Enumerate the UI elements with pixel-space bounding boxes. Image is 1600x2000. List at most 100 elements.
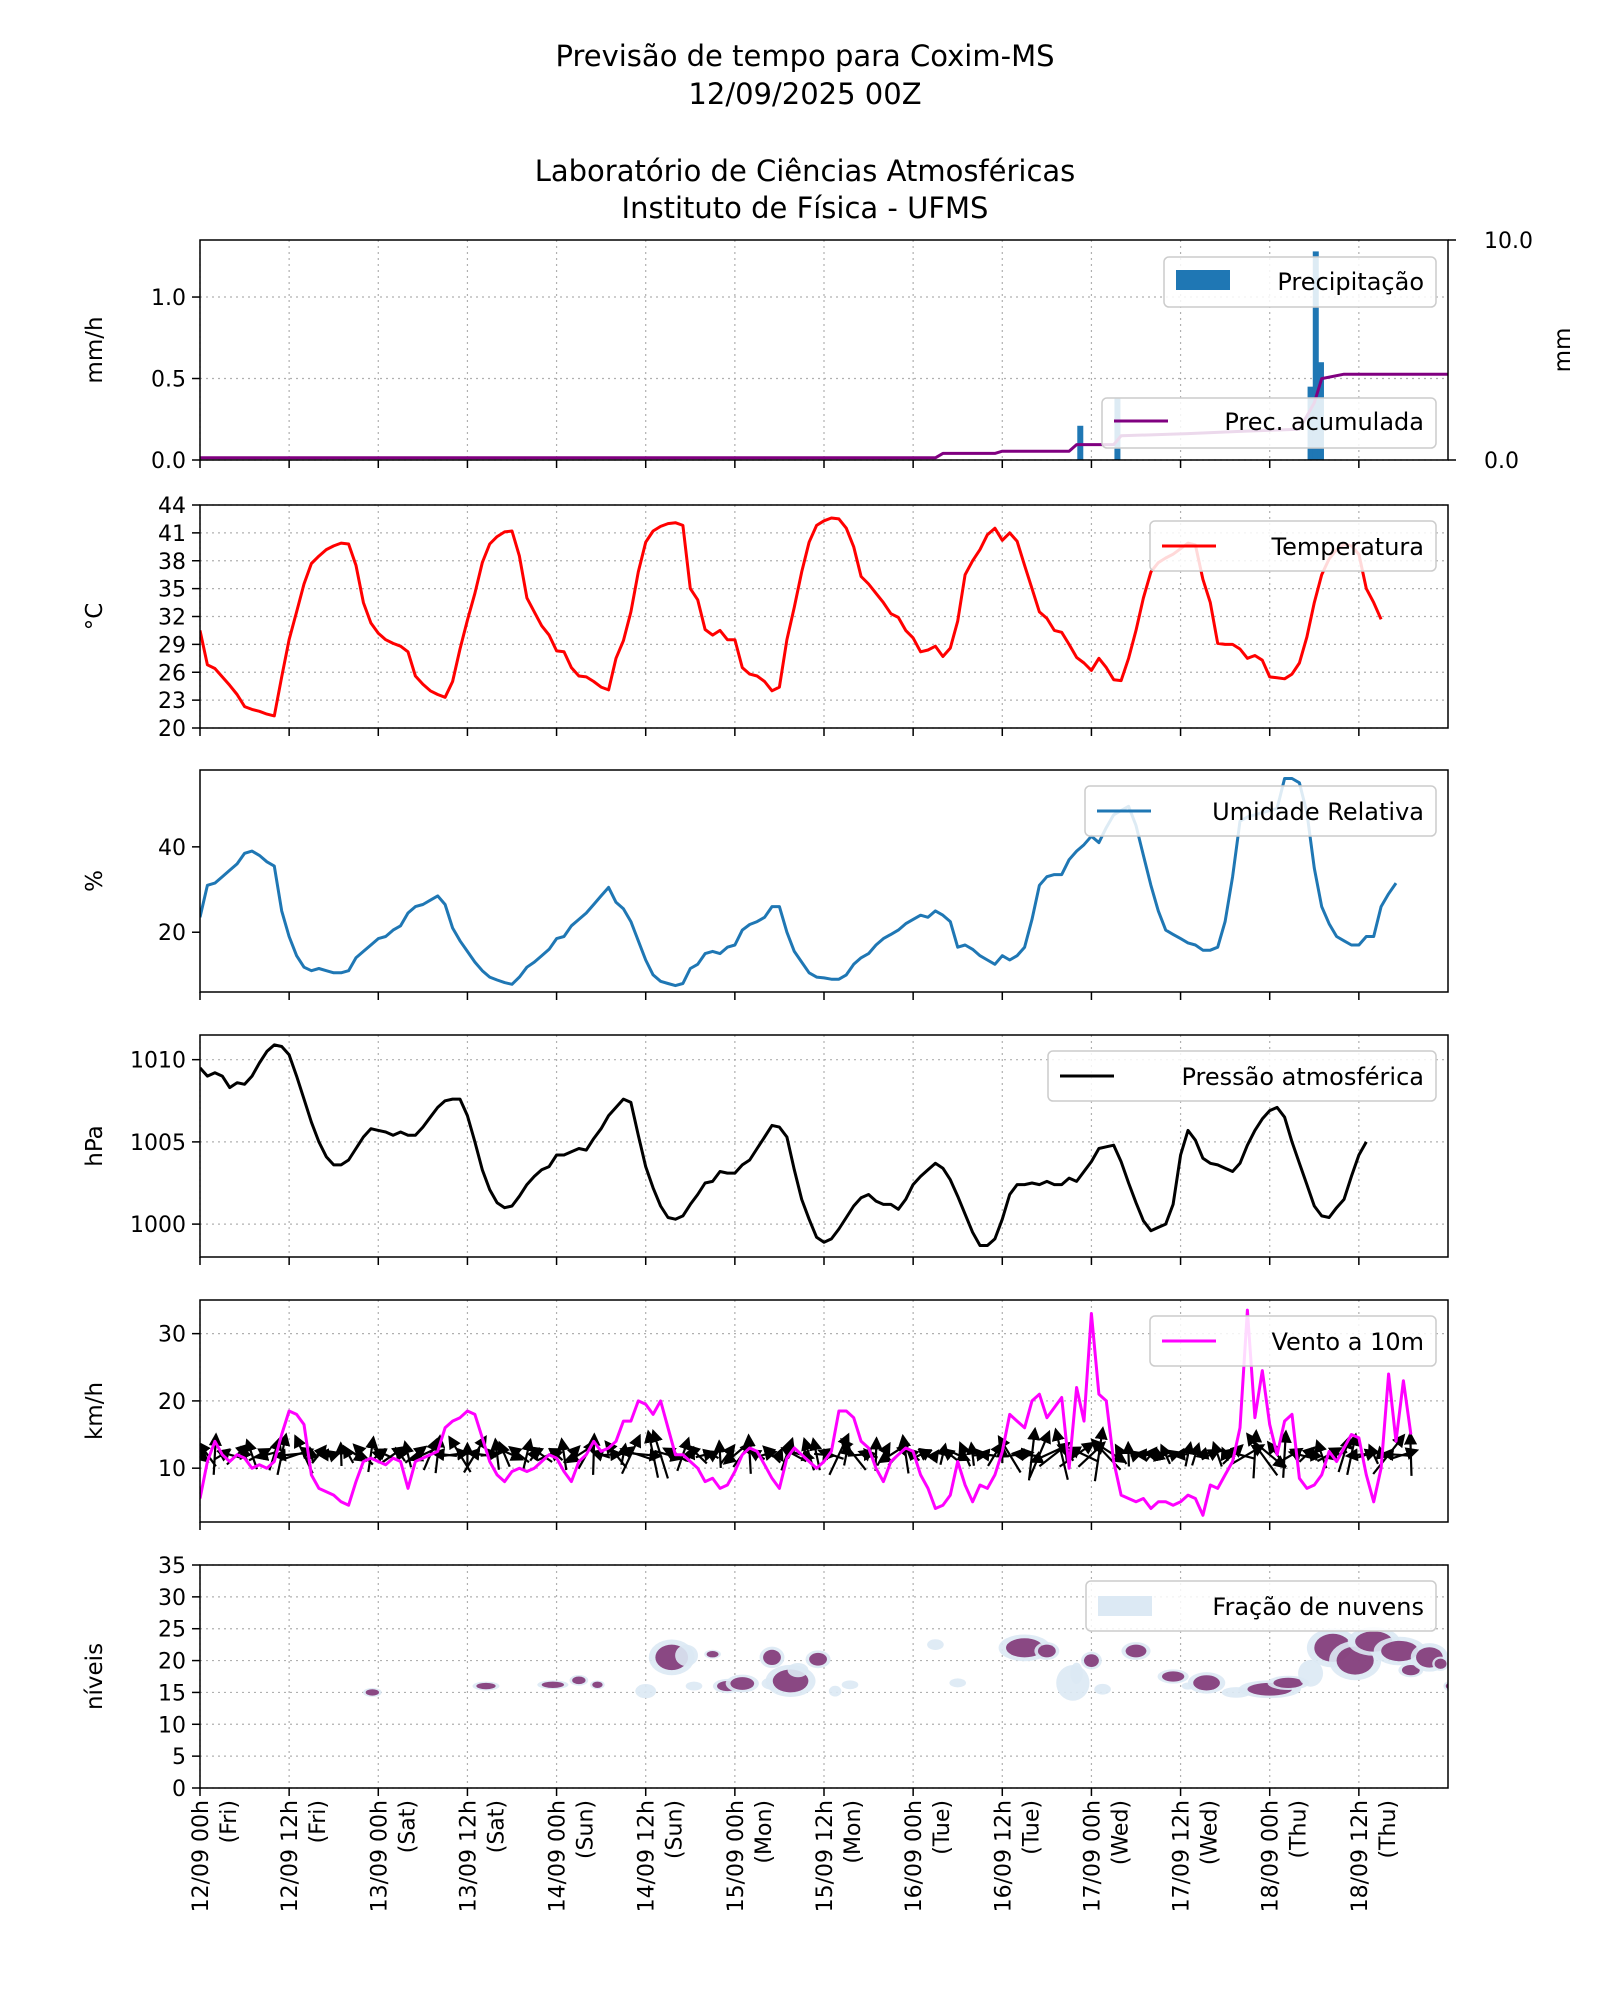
cloud-legend-swatch bbox=[1098, 1596, 1152, 1616]
axes-frame-4 bbox=[199, 1299, 1449, 1523]
xtick-label-date-9: 16/09 12h bbox=[991, 1800, 1016, 1912]
cloud-halo-43 bbox=[1458, 1647, 1489, 1668]
xtick-label-day-5: (Sun) bbox=[663, 1800, 688, 1859]
y2tick-label-1: 10.0 bbox=[1484, 229, 1533, 254]
xtick-label-day-4: (Sun) bbox=[574, 1800, 599, 1859]
cloud-legend-box bbox=[1085, 1580, 1437, 1632]
xtick-label-date-5: 14/09 12h bbox=[635, 1800, 660, 1912]
panel-2: 20 40% Umidade Relativa bbox=[82, 769, 1449, 1000]
cloud-core-41 bbox=[1434, 1658, 1447, 1669]
wind-arrow-60 bbox=[630, 1448, 663, 1462]
cloud-halo-24 bbox=[1070, 1662, 1083, 1685]
xtick-label-date-2: 13/09 00h bbox=[367, 1800, 392, 1912]
wind-arrow-7 bbox=[244, 1438, 259, 1470]
chart-org-line2: Instituto de Física - UFMS bbox=[622, 191, 989, 225]
ytick-label-1-6: 38 bbox=[158, 550, 186, 575]
chart-org-line1: Laboratório de Ciências Atmosféricas bbox=[535, 154, 1076, 188]
cloud-core-0 bbox=[365, 1689, 380, 1696]
ytick-label-3-1: 1005 bbox=[130, 1131, 186, 1156]
ylabel-0: mm/h bbox=[82, 316, 108, 383]
wind-arrow-28 bbox=[401, 1440, 414, 1468]
cloud-core-33 bbox=[1273, 1677, 1304, 1688]
ytick-label-0-0: 0.0 bbox=[151, 449, 186, 474]
wind-arrow-150 bbox=[1310, 1447, 1323, 1462]
wind-arrow-142 bbox=[1248, 1429, 1263, 1479]
xtick-label-day-9: (Tue) bbox=[1019, 1800, 1044, 1855]
pressure-plot-area bbox=[200, 1043, 1368, 1247]
wind-arrow-15 bbox=[305, 1445, 319, 1462]
ytick-label-3-2: 1010 bbox=[130, 1049, 186, 1074]
xtick-label-day-0: (Fri) bbox=[217, 1800, 242, 1843]
legend-accum-label: Prec. acumulada bbox=[1224, 408, 1424, 436]
cloud-core-22 bbox=[1037, 1644, 1056, 1658]
xtick-label-day-3: (Sat) bbox=[484, 1800, 509, 1853]
cloud-core-39 bbox=[1401, 1665, 1420, 1676]
ytick-label-5-3: 15 bbox=[158, 1681, 186, 1706]
wind-arrow-137 bbox=[1210, 1440, 1224, 1467]
humidity-legend-box bbox=[1084, 785, 1437, 837]
wind-arrow-19 bbox=[334, 1441, 348, 1467]
ytick-label-5-0: 0 bbox=[172, 1777, 186, 1802]
xtick-label-date-8: 16/09 00h bbox=[902, 1800, 927, 1912]
axes-frame-0 bbox=[199, 239, 1449, 461]
cloud-core-43 bbox=[1463, 1650, 1485, 1665]
xtick-label-day-12: (Thu) bbox=[1287, 1800, 1312, 1859]
wind-arrow-163 bbox=[1403, 1431, 1418, 1476]
axes-frame-5 bbox=[199, 1564, 1449, 1789]
ytick-label-1-3: 29 bbox=[158, 633, 186, 658]
ytick-label-3-0: 1000 bbox=[130, 1213, 186, 1238]
wind-arrow-39 bbox=[480, 1448, 501, 1462]
ytick-label-0-2: 1.0 bbox=[151, 286, 186, 311]
wind-arrow-27 bbox=[394, 1446, 408, 1462]
xtick-label-date-6: 15/09 00h bbox=[724, 1800, 749, 1912]
panel-0: 0.0 0.5 1.0 mm/h 0.0 10.0 mm Precipitação Prec. … bbox=[82, 229, 1576, 474]
xtick-label-date-4: 14/09 00h bbox=[546, 1800, 571, 1912]
xtick-label-day-11: (Wed) bbox=[1198, 1800, 1223, 1865]
ytick-label-2-1: 40 bbox=[158, 836, 186, 861]
ytick-label-0-1: 0.5 bbox=[151, 368, 186, 393]
cloud-legend-label: Fração de nuvens bbox=[1212, 1593, 1424, 1621]
xtick-label-date-7: 15/09 12h bbox=[813, 1800, 838, 1912]
cloud-halo-7 bbox=[675, 1644, 699, 1667]
y2label: mm bbox=[1550, 328, 1576, 373]
wind-arrow-127 bbox=[1133, 1448, 1152, 1462]
cloud-core-1 bbox=[476, 1682, 496, 1690]
cloud-core-38 bbox=[1381, 1640, 1419, 1662]
panel-5: 0 5 10 15 20 25 30 35 níveis Fração de nuvens bbox=[82, 1554, 1514, 1802]
legend-precip-swatch bbox=[1176, 270, 1230, 290]
cloud-halo-17 bbox=[828, 1685, 842, 1697]
cloud-halo-8 bbox=[685, 1681, 703, 1691]
legend-precip-box bbox=[1163, 256, 1437, 308]
panel-3: 1000 1005 1010 hPa Pressão atmosférica bbox=[82, 1034, 1449, 1265]
wind-arrow-62 bbox=[650, 1428, 669, 1479]
wind-arrow-57 bbox=[616, 1442, 630, 1466]
wind-arrow-121 bbox=[1093, 1426, 1108, 1482]
humidity-plot-area bbox=[200, 777, 1398, 988]
legend-accum-box bbox=[1101, 397, 1437, 449]
cloud-core-28 bbox=[1162, 1671, 1185, 1682]
wind-arrow-116 bbox=[1051, 1427, 1069, 1480]
cloud-core-13 bbox=[763, 1649, 781, 1666]
wind-arrow-85 bbox=[817, 1447, 844, 1461]
ytick-label-5-5: 25 bbox=[158, 1618, 186, 1643]
xtick-label-day-13: (Thu) bbox=[1376, 1800, 1401, 1859]
x-tick-labels: 12/09 00h (Fri) 12/09 12h (Fri) 13/09 00h (Sa… bbox=[189, 1800, 1401, 1912]
ytick-label-5-4: 20 bbox=[158, 1650, 186, 1675]
wind-arrow-125 bbox=[1121, 1440, 1136, 1467]
ytick-label-4-2: 30 bbox=[158, 1323, 186, 1348]
ylabel-2: % bbox=[82, 870, 108, 892]
ylabel-5: níveis bbox=[82, 1643, 108, 1710]
wind-arrow-119 bbox=[1067, 1446, 1100, 1463]
wind-arrow-124 bbox=[1114, 1443, 1128, 1465]
cloud-halo-44 bbox=[1493, 1650, 1514, 1664]
wind-arrow-92 bbox=[876, 1441, 891, 1467]
cloud-plot-area bbox=[362, 1627, 1514, 1701]
ytick-label-4-1: 20 bbox=[158, 1390, 186, 1415]
ytick-label-5-2: 10 bbox=[158, 1713, 186, 1738]
cloud-halo-26 bbox=[1094, 1683, 1111, 1695]
wind-arrow-20 bbox=[342, 1444, 356, 1464]
wind-arrow-74 bbox=[742, 1433, 756, 1474]
cloud-core-16 bbox=[809, 1652, 827, 1666]
temperature-legend-label: Temperatura bbox=[1271, 533, 1425, 561]
humidity-legend-label: Umidade Relativa bbox=[1212, 798, 1424, 826]
